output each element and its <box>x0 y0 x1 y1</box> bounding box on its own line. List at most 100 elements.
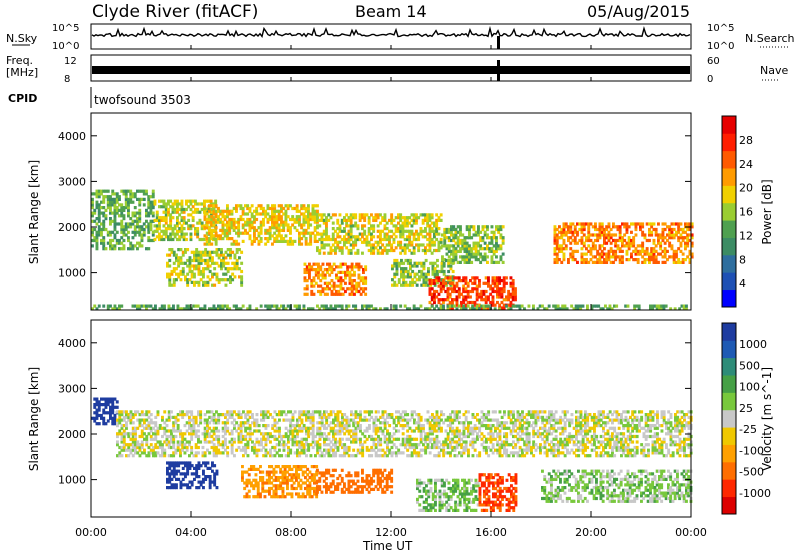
cell-region-1 <box>131 413 135 417</box>
cell-region-8 <box>395 267 399 271</box>
cell-region-1 <box>136 445 140 450</box>
colorbar-tick-label: 24 <box>739 158 753 171</box>
cell-region-3 <box>343 235 346 239</box>
cell-region-5 <box>616 225 620 229</box>
cell-region-1 <box>489 448 493 452</box>
cell-region-10 <box>462 304 466 308</box>
cell-region-6 <box>224 272 228 276</box>
cell-region-6 <box>197 280 201 284</box>
cell-region-5 <box>648 255 651 259</box>
cell-region-1 <box>417 421 421 425</box>
cell-region-5 <box>614 233 618 237</box>
cell-region-3 <box>327 237 331 242</box>
cell-region-10 <box>172 307 175 311</box>
cell-region-8 <box>415 264 419 268</box>
cell-region-6 <box>215 261 219 265</box>
cell-region-6 <box>168 280 172 284</box>
cell-region-6 <box>235 261 239 265</box>
cell-region-1 <box>300 448 304 452</box>
cell-region-9 <box>435 279 439 283</box>
cell-region-7 <box>362 281 365 285</box>
cell-region-7 <box>346 273 350 277</box>
cell-region-1 <box>395 445 398 450</box>
cell-region-6 <box>204 267 208 271</box>
cell-region-5 <box>605 236 609 240</box>
cell-region-1 <box>320 451 324 455</box>
cell-region-10 <box>633 304 637 308</box>
cell-region-1 <box>291 432 295 436</box>
cell-region-2 <box>271 242 274 246</box>
cell-region-8 <box>391 283 394 287</box>
cell-region-1 <box>334 440 338 444</box>
cell-region-0 <box>129 247 133 251</box>
cell-region-1 <box>352 432 356 436</box>
cell-region-1 <box>242 421 245 425</box>
cell-region-1 <box>372 443 376 447</box>
cell-region-2 <box>271 226 274 230</box>
cell-region-4 <box>486 244 489 248</box>
cell-region-9 <box>491 300 495 305</box>
cell-region-0 <box>97 405 101 409</box>
cell-region-4 <box>499 247 503 251</box>
cell-region-1 <box>182 237 186 242</box>
cell-region-5 <box>632 258 636 262</box>
cell-region-0 <box>122 189 126 193</box>
cell-region-6 <box>240 269 244 274</box>
cell-region-6 <box>168 278 172 282</box>
cell-region-10 <box>505 304 508 308</box>
cell-region-5 <box>663 222 667 226</box>
cell-region-4 <box>465 249 469 253</box>
cell-region-3 <box>430 251 434 255</box>
cell-region-9 <box>500 300 504 305</box>
cell-region-5 <box>632 241 636 245</box>
cell-region-1 <box>221 451 225 455</box>
cell-region-1 <box>217 451 221 455</box>
cell-region-1 <box>187 205 191 209</box>
cell-region-1 <box>365 426 369 430</box>
cell-region-10 <box>523 307 526 311</box>
cell-region-5 <box>582 241 586 245</box>
cell-region-1 <box>359 415 362 419</box>
cell-region-7 <box>312 292 316 296</box>
cell-region-1 <box>336 415 340 419</box>
cell-region-1 <box>329 413 333 417</box>
cell-region-9 <box>505 276 508 280</box>
cell-region-0 <box>120 203 124 207</box>
cell-region-0 <box>109 203 112 207</box>
cell-region-1 <box>163 451 167 455</box>
cell-region-1 <box>155 227 159 231</box>
cell-region-8 <box>395 258 399 263</box>
cell-region-4 <box>495 227 498 232</box>
cell-region-2 <box>316 204 319 208</box>
cell-region-6 <box>208 258 212 263</box>
cell-region-2 <box>259 212 263 216</box>
cell-region-1 <box>314 410 317 414</box>
cell-region-1 <box>191 216 195 220</box>
cell-region-0 <box>122 217 126 221</box>
cell-region-5 <box>589 252 593 256</box>
cell-region-1 <box>302 410 306 414</box>
cell-region-1 <box>255 413 259 417</box>
cell-region-0 <box>100 192 103 196</box>
cell-region-2 <box>309 217 313 222</box>
cell-region-8 <box>400 283 403 287</box>
cell-region-1 <box>390 434 394 439</box>
cell-region-3 <box>399 232 403 236</box>
cell-region-5 <box>661 255 665 259</box>
cell-region-5 <box>625 230 629 234</box>
cell-region-3 <box>316 224 319 228</box>
cell-region-5 <box>684 241 687 245</box>
cell-region-1 <box>156 432 160 436</box>
cell-region-1 <box>293 440 297 444</box>
cell-region-3 <box>322 229 326 233</box>
cell-region-5 <box>641 247 645 251</box>
cell-region-9 <box>475 289 479 294</box>
cell-region-8 <box>420 283 424 287</box>
cell-region-1 <box>125 413 128 417</box>
cell-region-1 <box>433 418 437 422</box>
cell-region-1 <box>182 218 186 222</box>
cell-region-10 <box>439 307 443 311</box>
cell-region-1 <box>496 451 500 455</box>
cell-region-1 <box>453 448 457 452</box>
cell-region-1 <box>311 424 315 428</box>
